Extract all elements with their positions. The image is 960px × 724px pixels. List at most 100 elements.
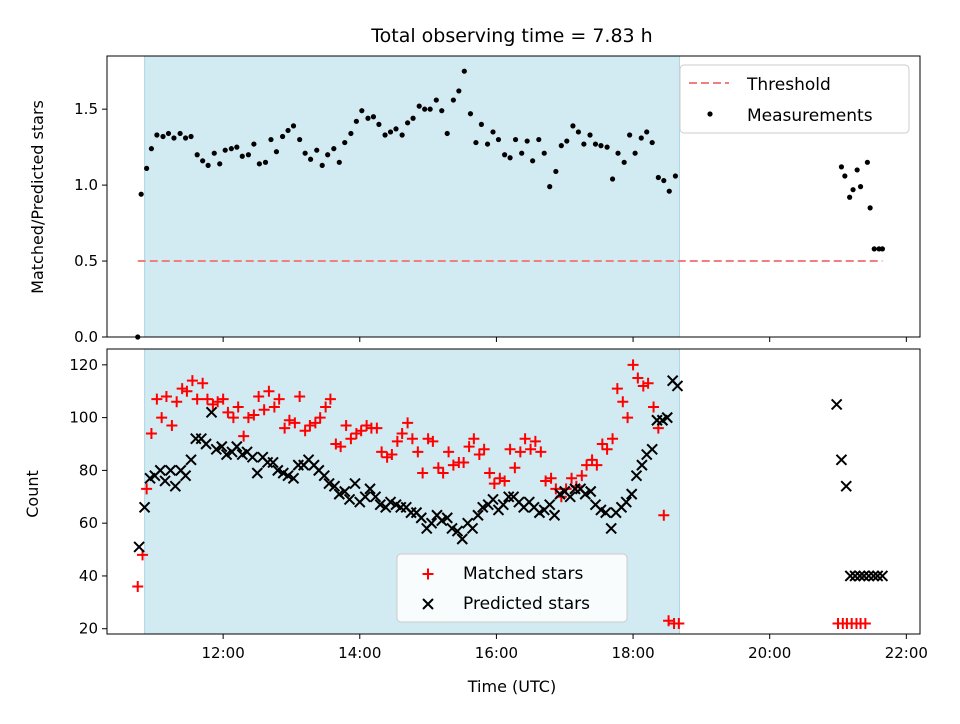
- data-point: [335, 441, 347, 453]
- data-point: [867, 570, 880, 582]
- data-point: [529, 435, 541, 447]
- data-point: [446, 522, 458, 535]
- data-point: [847, 194, 853, 200]
- x-tick-label: 18:00: [611, 644, 654, 662]
- data-point: [466, 522, 479, 535]
- data-point: [314, 147, 320, 153]
- data-point: [477, 501, 489, 514]
- data-point: [536, 136, 542, 143]
- ratio-panel: 0.0 0.5 1.0 1.5 Threshold Measurements: [74, 55, 921, 346]
- observing-window-span: [144, 55, 681, 338]
- data-point: [323, 477, 335, 490]
- data-point: [857, 184, 864, 190]
- data-point: [547, 184, 553, 190]
- data-point: [320, 401, 332, 413]
- data-point: [432, 462, 444, 474]
- data-point: [436, 514, 448, 527]
- data-point: [325, 152, 331, 158]
- data-point: [638, 135, 644, 141]
- data-point: [171, 135, 177, 141]
- data-point: [604, 144, 610, 150]
- data-point: [661, 411, 673, 424]
- data-point: [427, 435, 439, 447]
- data-point: [646, 443, 658, 455]
- data-point: [502, 152, 508, 158]
- data-point: [393, 126, 399, 132]
- data-point: [601, 443, 613, 455]
- data-point: [132, 581, 144, 592]
- data-point: [399, 132, 405, 138]
- data-point: [396, 427, 408, 439]
- data-point: [336, 159, 342, 165]
- y-tick-label: 100: [69, 409, 98, 427]
- data-point: [391, 435, 403, 447]
- data-point: [205, 406, 218, 419]
- data-point: [632, 150, 638, 156]
- data-point: [402, 417, 414, 429]
- data-point: [273, 393, 285, 405]
- data-point: [416, 103, 422, 109]
- data-point: [525, 443, 537, 455]
- data-point: [558, 143, 564, 149]
- data-point: [838, 164, 845, 170]
- data-point: [576, 470, 588, 482]
- count-panel: 20 40 60 80 100 120 12:00 14:00 16:00 18:00 20:00 2…: [69, 348, 928, 662]
- data-point: [490, 129, 496, 135]
- legend-measurements-label: Measurements: [747, 106, 873, 126]
- data-point: [228, 146, 234, 152]
- data-point: [188, 133, 194, 140]
- data-point: [447, 459, 459, 471]
- data-point: [164, 464, 177, 477]
- data-point: [494, 472, 506, 484]
- data-point: [182, 135, 189, 141]
- data-point: [621, 159, 627, 165]
- data-point: [422, 106, 428, 112]
- data-point: [359, 491, 371, 503]
- data-point: [609, 176, 616, 182]
- data-point: [484, 141, 491, 147]
- data-point: [519, 433, 531, 445]
- data-point: [441, 512, 453, 524]
- data-point: [648, 401, 660, 413]
- data-point: [540, 475, 552, 487]
- data-point: [504, 443, 516, 455]
- data-point: [871, 246, 877, 252]
- data-point: [290, 123, 297, 129]
- data-point: [544, 498, 556, 511]
- data-point: [251, 467, 264, 479]
- data-point: [169, 480, 182, 492]
- data-point: [194, 152, 200, 158]
- data-point: [216, 440, 228, 453]
- data-point: [369, 491, 382, 503]
- y-tick-label: 1.0: [74, 176, 98, 194]
- series-matched-stars: [132, 359, 871, 629]
- data-point: [600, 506, 612, 519]
- data-point: [248, 409, 260, 421]
- data-point: [384, 496, 397, 508]
- data-point: [268, 401, 280, 413]
- data-point: [154, 132, 160, 138]
- data-point: [545, 472, 557, 484]
- data-point: [649, 139, 655, 146]
- data-point: [535, 446, 547, 458]
- data-point: [840, 480, 852, 492]
- data-point: [176, 383, 188, 395]
- data-point: [283, 414, 295, 426]
- data-point: [450, 97, 456, 103]
- data-point: [262, 159, 269, 165]
- data-point: [287, 472, 300, 485]
- y-axis-label-ratio: Matched/Predicted stars: [28, 100, 47, 294]
- data-point: [658, 509, 670, 521]
- data-point: [673, 617, 685, 629]
- legend-counts: Matched stars Predicted stars: [396, 553, 628, 623]
- data-point: [289, 417, 301, 429]
- y-tick-label: 0.5: [74, 252, 98, 270]
- data-point: [611, 383, 623, 395]
- data-point: [133, 541, 145, 553]
- data-point: [854, 167, 860, 173]
- data-point: [488, 478, 500, 490]
- data-point: [370, 114, 377, 120]
- x-tick-label: 14:00: [338, 644, 381, 662]
- data-point: [461, 68, 467, 74]
- data-point: [227, 412, 239, 424]
